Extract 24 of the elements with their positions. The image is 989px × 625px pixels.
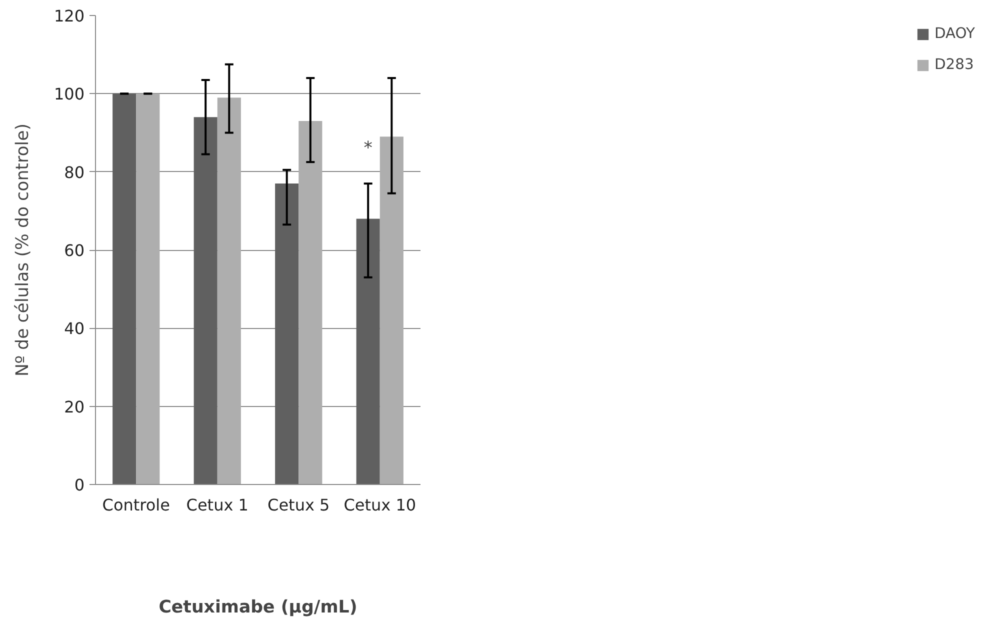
bar xyxy=(298,121,322,484)
bar xyxy=(380,136,404,484)
x-tick-label: Cetux 1 xyxy=(186,496,248,514)
y-tick-label: 80 xyxy=(64,162,84,182)
x-axis-title: Cetuximabe (µg/mL) xyxy=(158,598,358,618)
x-tick-label: Cetux 5 xyxy=(268,496,330,514)
bar xyxy=(194,117,218,484)
legend-label: D283 xyxy=(934,56,974,73)
bar xyxy=(217,98,241,484)
y-tick-label: 120 xyxy=(54,6,85,26)
bar xyxy=(112,94,136,484)
bar xyxy=(356,218,380,484)
y-tick-label: 60 xyxy=(64,241,84,260)
y-tick-label: 0 xyxy=(74,476,85,494)
y-tick-label: 100 xyxy=(54,84,85,104)
annotation: * xyxy=(364,138,373,158)
x-tick-label: Controle xyxy=(102,496,170,514)
bar xyxy=(136,94,160,484)
x-tick-label: Cetux 10 xyxy=(344,496,416,514)
y-tick-label: 20 xyxy=(64,397,84,416)
bar xyxy=(275,184,299,484)
y-axis-title: Nº de células (% do controle) xyxy=(12,123,33,377)
y-tick-label: 40 xyxy=(64,319,84,338)
legend-label: DAOY xyxy=(934,25,975,42)
